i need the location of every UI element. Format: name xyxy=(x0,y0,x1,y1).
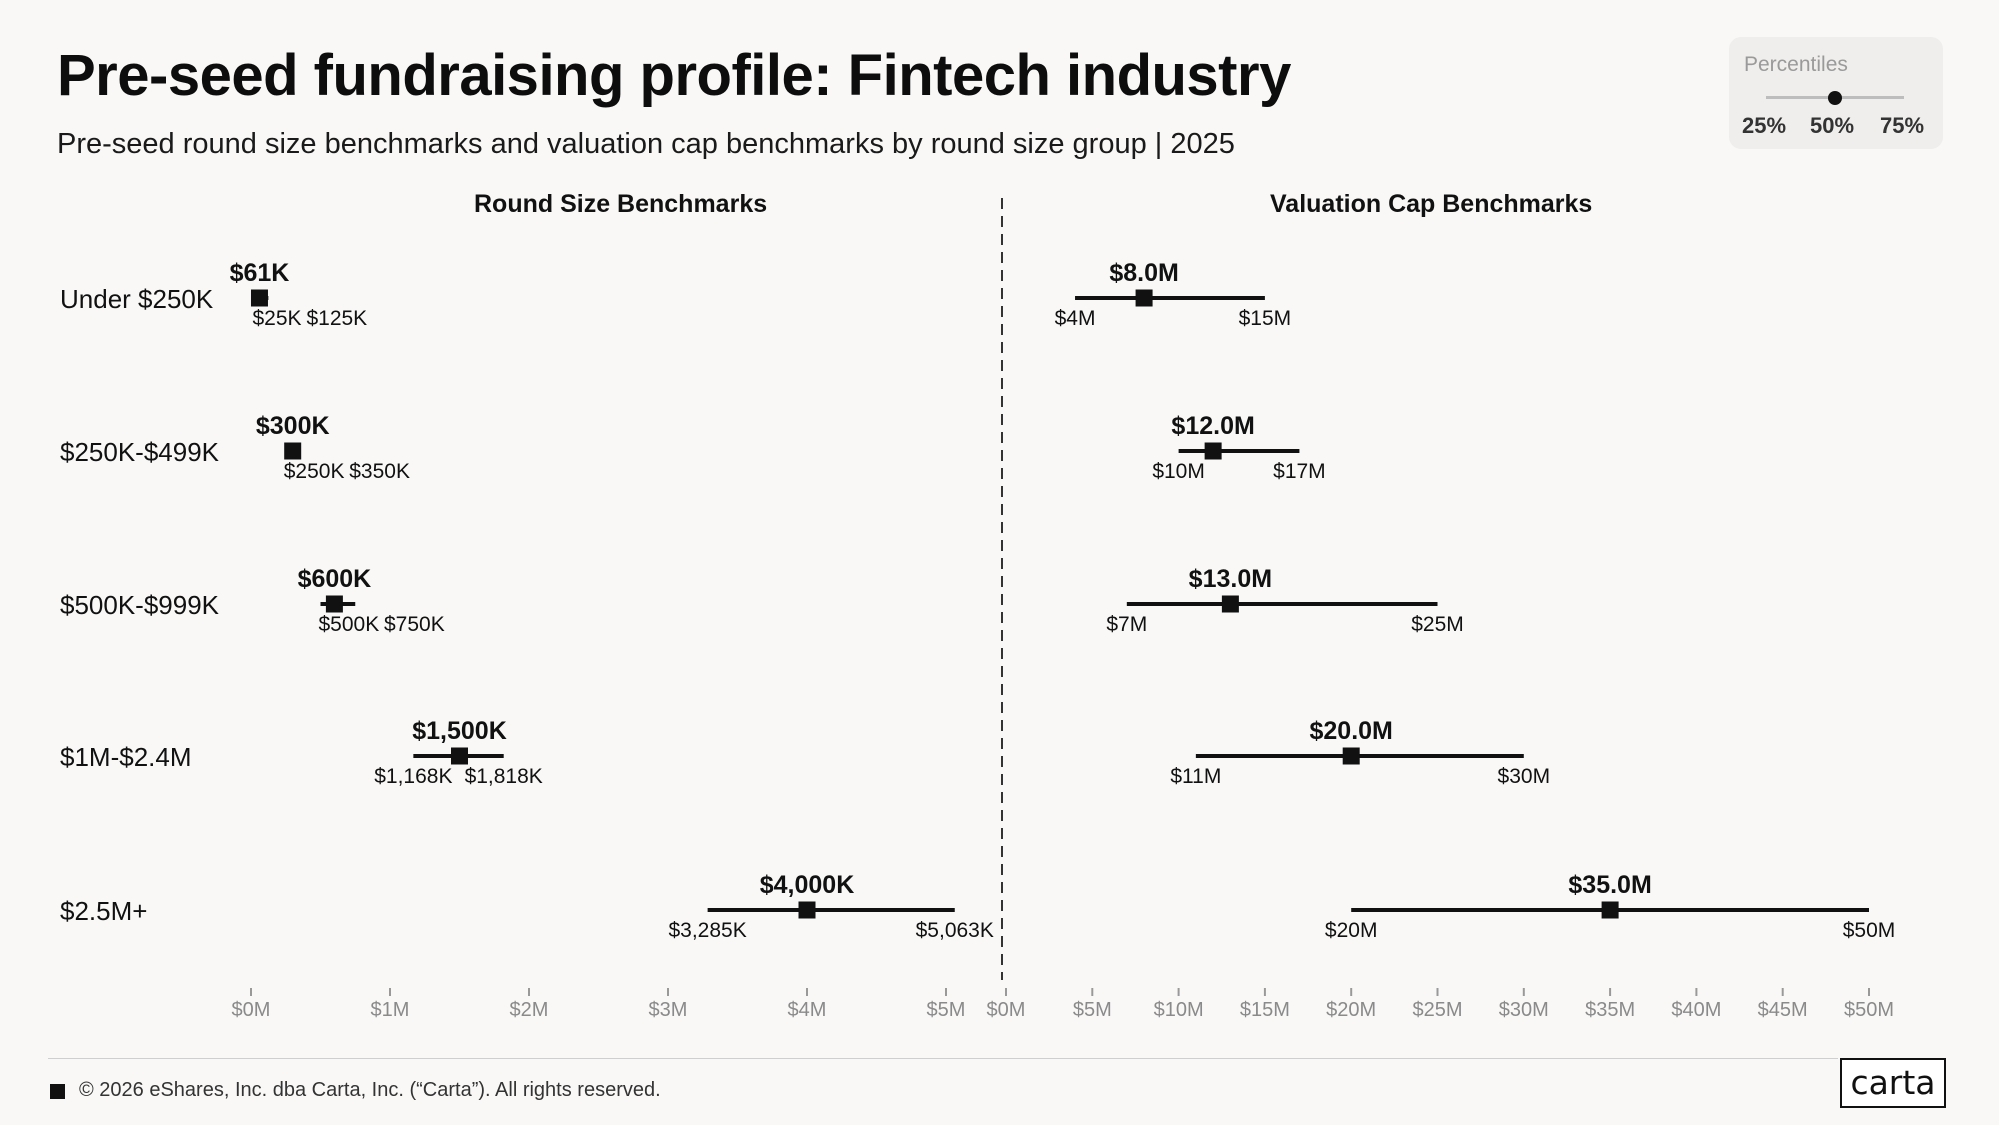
axis-tick-label: $25M xyxy=(1412,999,1462,1021)
median-label: $300K xyxy=(256,412,330,440)
row-label-under-250k: Under $250K xyxy=(60,284,214,314)
median-label: $12.0M xyxy=(1171,412,1254,440)
percentile-legend: Percentiles xyxy=(1729,37,1943,149)
axis-tick-label: $0M xyxy=(232,999,271,1021)
row-label-500k-999k: $500K-$999K xyxy=(60,590,220,620)
median-label: $600K xyxy=(298,565,372,593)
median-marker xyxy=(1204,442,1222,460)
footer-bullet xyxy=(50,1084,65,1099)
axis-tick-label: $30M xyxy=(1499,999,1549,1021)
legend-median-dot xyxy=(1828,91,1842,105)
median-marker xyxy=(284,442,302,460)
axis-tick-label: $4M xyxy=(788,999,827,1021)
chart-subtitle: Pre-seed round size benchmarks and valua… xyxy=(57,128,1235,160)
median-marker xyxy=(1221,595,1239,613)
axis-tick-label: $0M xyxy=(987,999,1026,1021)
axis-tick-label: $50M xyxy=(1844,999,1894,1021)
row-label-1m-2-4m: $1M-$2.4M xyxy=(60,742,192,772)
p75-label: $30M xyxy=(1498,765,1551,788)
p75-label: $125K xyxy=(306,307,367,330)
p25-label: $3,285K xyxy=(668,919,746,942)
median-marker xyxy=(1135,289,1153,307)
p25-label: $25K xyxy=(252,307,301,330)
footer-copyright: © 2026 eShares, Inc. dba Carta, Inc. (“C… xyxy=(79,1079,661,1101)
median-marker xyxy=(250,289,268,307)
axis-tick-label: $10M xyxy=(1154,999,1204,1021)
p25-label: $11M xyxy=(1170,765,1221,788)
median-label: $35.0M xyxy=(1568,871,1651,899)
p75-label: $17M xyxy=(1273,460,1326,483)
axis-tick-label: $5M xyxy=(927,999,966,1021)
valuation-cap-panel-title: Valuation Cap Benchmarks xyxy=(1270,190,1593,218)
row-label-2-5m-plus: $2.5M+ xyxy=(60,896,148,926)
axis-tick-label: $1M xyxy=(371,999,410,1021)
median-marker xyxy=(798,901,816,919)
p75-label: $5,063K xyxy=(916,919,994,942)
p25-label: $4M xyxy=(1055,307,1096,330)
axis-tick-label: $2M xyxy=(510,999,549,1021)
p25-label: $500K xyxy=(319,613,380,636)
legend-label-p50: 50% xyxy=(1810,113,1855,138)
axis-tick-label: $5M xyxy=(1073,999,1112,1021)
chart-title: Pre-seed fundraising profile: Fintech in… xyxy=(57,43,1291,108)
median-label: $20.0M xyxy=(1310,717,1393,745)
p25-label: $10M xyxy=(1152,460,1205,483)
median-label: $4,000K xyxy=(760,871,855,899)
legend-title: Percentiles xyxy=(1744,53,1848,76)
p25-label: $1,168K xyxy=(374,765,452,788)
median-marker xyxy=(1342,747,1360,765)
median-label: $13.0M xyxy=(1189,565,1272,593)
median-label: $61K xyxy=(230,259,290,287)
row-label-250k-499k: $250K-$499K xyxy=(60,437,220,467)
axis-tick-label: $35M xyxy=(1585,999,1635,1021)
p75-label: $15M xyxy=(1239,307,1292,330)
median-marker xyxy=(1601,901,1619,919)
axis-tick-label: $3M xyxy=(649,999,688,1021)
median-label: $1,500K xyxy=(412,717,507,745)
legend-label-p75: 75% xyxy=(1880,113,1925,138)
median-label: $8.0M xyxy=(1109,259,1178,287)
median-marker xyxy=(451,747,468,765)
median-marker xyxy=(325,595,343,613)
legend-label-p25: 25% xyxy=(1742,113,1787,138)
carta-logo: carta xyxy=(1840,1058,1946,1108)
p75-label: $350K xyxy=(349,460,410,483)
p25-label: $7M xyxy=(1106,613,1147,636)
round-size-panel-title: Round Size Benchmarks xyxy=(474,190,768,218)
p75-label: $1,818K xyxy=(465,765,543,788)
p25-label: $20M xyxy=(1325,919,1378,942)
p25-label: $250K xyxy=(284,460,345,483)
axis-tick-label: $15M xyxy=(1240,999,1290,1021)
axis-tick-label: $40M xyxy=(1671,999,1721,1021)
p75-label: $50M xyxy=(1843,919,1896,942)
p75-label: $750K xyxy=(384,613,445,636)
axis-tick-label: $45M xyxy=(1758,999,1808,1021)
p75-label: $25M xyxy=(1411,613,1464,636)
axis-tick-label: $20M xyxy=(1326,999,1376,1021)
footer-divider xyxy=(48,1058,1838,1059)
